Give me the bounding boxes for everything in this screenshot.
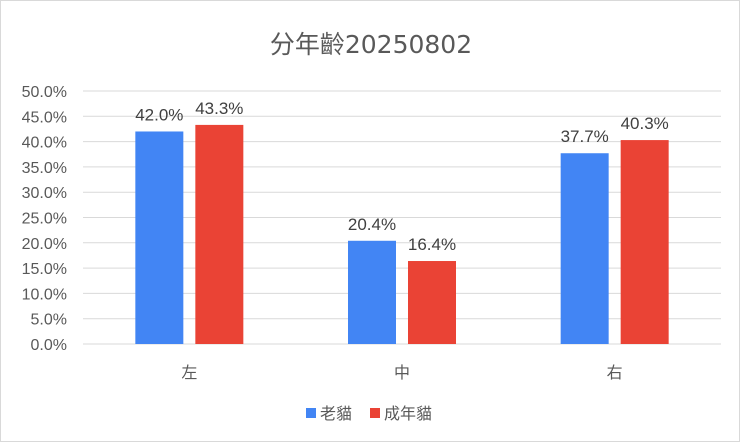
y-tick-label: 15.0% xyxy=(22,261,67,278)
category-label: 中 xyxy=(394,363,410,382)
y-tick-label: 40.0% xyxy=(22,135,67,152)
bar-adult-cat-2 xyxy=(620,140,669,344)
y-tick-label: 0.0% xyxy=(31,337,67,354)
bar-old-cat-2 xyxy=(560,153,609,344)
bar-old-cat-0 xyxy=(135,131,184,344)
data-labels: 42.0% 43.3% 20.4% 16.4% 37.7% 40.3% xyxy=(135,99,669,254)
data-label: 20.4% xyxy=(348,215,396,234)
data-label: 37.7% xyxy=(561,127,609,146)
y-tick-label: 35.0% xyxy=(22,160,67,177)
gridlines xyxy=(83,90,721,345)
bars xyxy=(135,124,669,344)
data-label: 43.3% xyxy=(195,99,243,118)
legend-label: 成年貓 xyxy=(384,404,432,423)
chart-title: 分年齡20250802 xyxy=(270,30,472,59)
data-label: 16.4% xyxy=(408,235,456,254)
y-tick-label: 10.0% xyxy=(22,286,67,303)
y-tick-label: 20.0% xyxy=(22,236,67,253)
legend-swatch xyxy=(306,408,316,418)
y-tick-label: 5.0% xyxy=(31,312,67,329)
y-tick-label: 50.0% xyxy=(22,84,67,101)
y-axis-tick-labels: 0.0% 5.0% 10.0% 15.0% 20.0% 25.0% 30.0% 35.0% 40… xyxy=(22,84,67,354)
y-tick-label: 25.0% xyxy=(22,211,67,228)
data-label: 42.0% xyxy=(135,105,183,124)
bar-adult-cat-1 xyxy=(408,261,456,344)
y-tick-label: 30.0% xyxy=(22,185,67,202)
category-label: 右 xyxy=(607,363,623,382)
bar-adult-cat-0 xyxy=(195,124,244,344)
bar-old-cat-1 xyxy=(348,240,396,344)
category-label: 左 xyxy=(181,363,197,382)
y-tick-label: 45.0% xyxy=(22,109,67,126)
legend-label: 老貓 xyxy=(320,404,352,423)
legend: 老貓 成年貓 xyxy=(306,404,432,423)
legend-swatch xyxy=(370,408,380,418)
data-label: 40.3% xyxy=(621,114,669,133)
x-axis-category-labels: 左中右 xyxy=(181,363,622,382)
